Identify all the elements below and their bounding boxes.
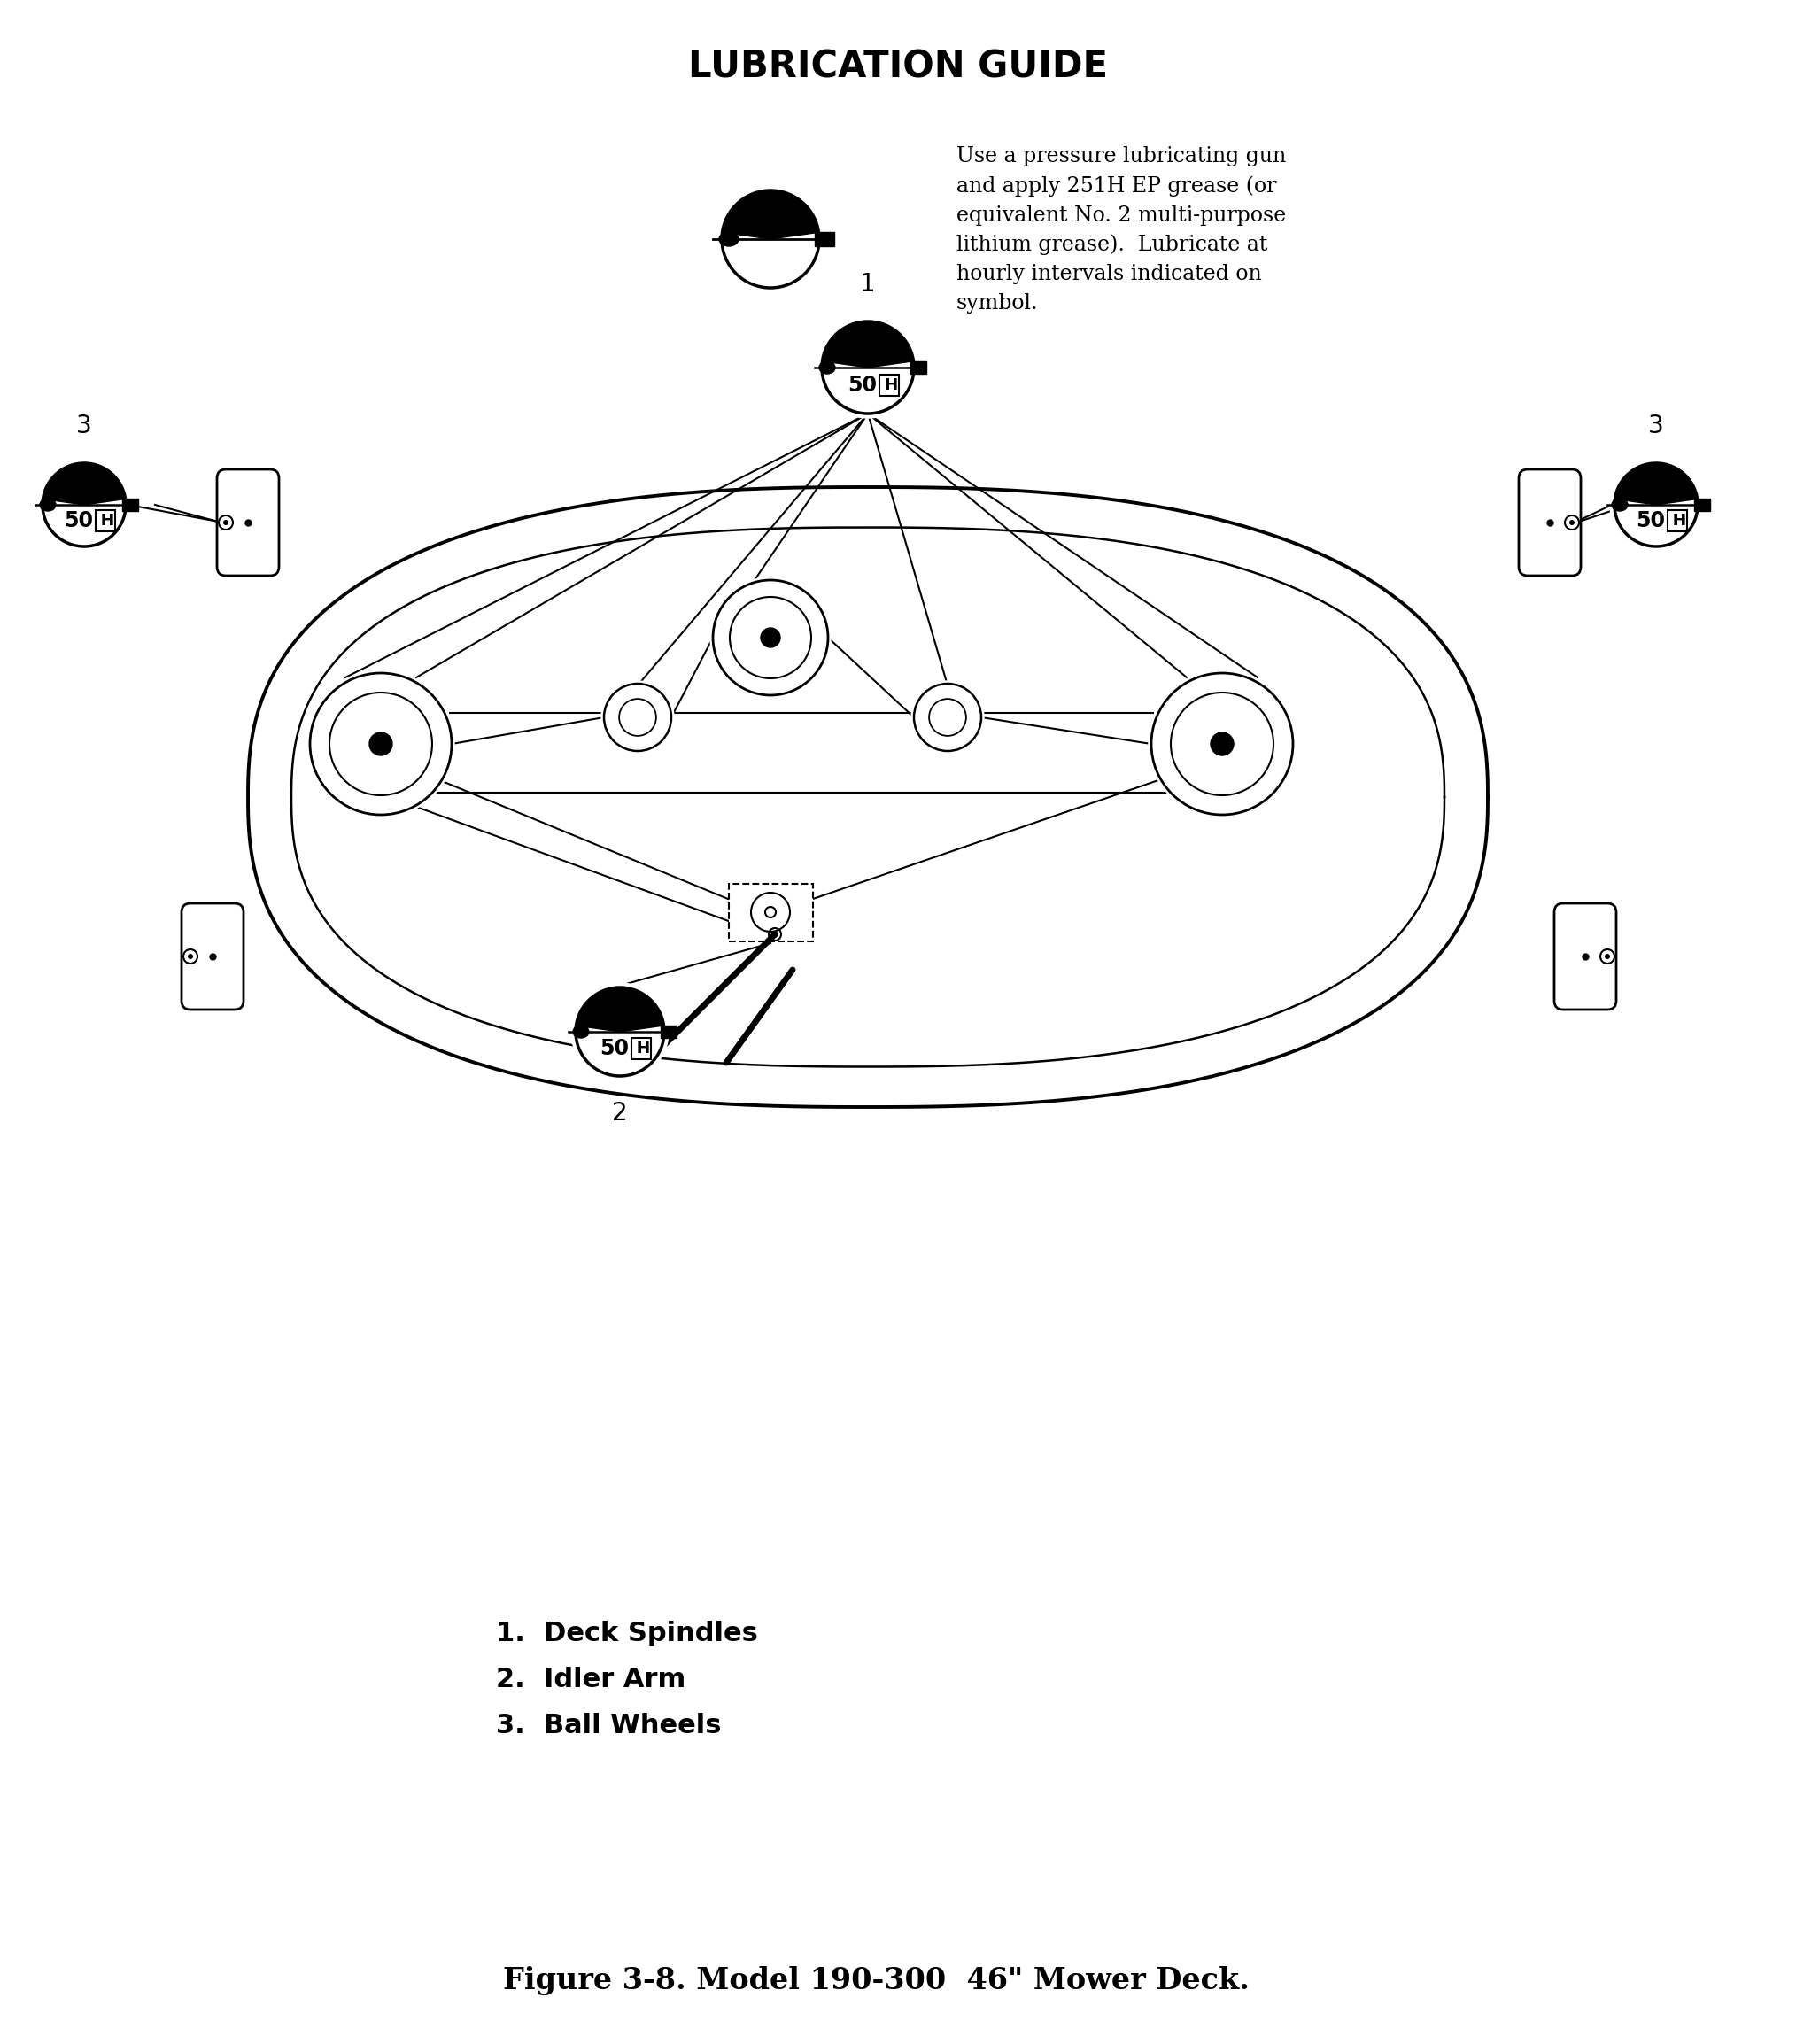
Text: 2.  Idler Arm: 2. Idler Arm <box>496 1666 686 1692</box>
Text: H: H <box>101 513 113 529</box>
Text: 1.  Deck Spindles: 1. Deck Spindles <box>496 1621 758 1645</box>
Circle shape <box>1570 519 1575 525</box>
FancyBboxPatch shape <box>122 499 138 511</box>
Circle shape <box>762 628 779 648</box>
Circle shape <box>709 576 832 697</box>
FancyBboxPatch shape <box>632 1038 650 1059</box>
Text: Use a pressure lubricating gun
and apply 251H EP grease (or
equivalent No. 2 mul: Use a pressure lubricating gun and apply… <box>957 145 1286 313</box>
FancyBboxPatch shape <box>95 511 115 531</box>
FancyBboxPatch shape <box>1668 511 1686 531</box>
Circle shape <box>189 955 192 959</box>
Circle shape <box>718 186 823 292</box>
Circle shape <box>307 670 454 818</box>
FancyBboxPatch shape <box>1554 903 1616 1010</box>
Text: H: H <box>1672 513 1685 529</box>
Text: 50: 50 <box>1636 511 1665 531</box>
Circle shape <box>817 317 918 419</box>
Text: 3.  Ball Wheels: 3. Ball Wheels <box>496 1713 722 1739</box>
Circle shape <box>911 681 984 754</box>
Circle shape <box>765 908 776 918</box>
Circle shape <box>38 458 129 550</box>
Circle shape <box>772 932 778 936</box>
Text: 50: 50 <box>600 1038 629 1059</box>
Text: 3: 3 <box>1649 413 1663 437</box>
Text: H: H <box>636 1040 648 1057</box>
FancyBboxPatch shape <box>1519 470 1580 576</box>
FancyBboxPatch shape <box>880 374 898 397</box>
FancyBboxPatch shape <box>217 470 278 576</box>
FancyBboxPatch shape <box>181 903 244 1010</box>
Text: H: H <box>636 1040 648 1057</box>
Circle shape <box>602 681 674 754</box>
Text: 50: 50 <box>65 511 93 531</box>
Text: H: H <box>884 376 898 392</box>
Ellipse shape <box>819 362 835 374</box>
Ellipse shape <box>718 233 738 245</box>
FancyBboxPatch shape <box>911 362 927 374</box>
FancyBboxPatch shape <box>1519 470 1580 576</box>
Circle shape <box>571 983 668 1081</box>
Ellipse shape <box>40 499 56 511</box>
FancyBboxPatch shape <box>729 883 812 940</box>
FancyBboxPatch shape <box>217 470 278 576</box>
FancyBboxPatch shape <box>815 233 833 245</box>
Text: 2: 2 <box>612 1102 629 1126</box>
Circle shape <box>223 519 228 525</box>
Polygon shape <box>722 190 819 239</box>
Text: 50: 50 <box>848 374 876 397</box>
Circle shape <box>370 732 392 756</box>
Polygon shape <box>823 321 914 368</box>
Text: H: H <box>884 376 898 392</box>
Circle shape <box>1609 458 1703 550</box>
Text: 1: 1 <box>860 272 876 296</box>
Text: 3: 3 <box>75 413 92 437</box>
Circle shape <box>1149 670 1295 818</box>
Text: LUBRICATION GUIDE: LUBRICATION GUIDE <box>688 49 1108 86</box>
Text: Figure 3-8. Model 190-300  46" Mower Deck.: Figure 3-8. Model 190-300 46" Mower Deck… <box>503 1966 1250 1995</box>
Polygon shape <box>1615 464 1697 505</box>
Text: H: H <box>1672 513 1685 529</box>
FancyBboxPatch shape <box>1554 903 1616 1010</box>
FancyBboxPatch shape <box>661 1026 677 1038</box>
Text: H: H <box>101 513 113 529</box>
Circle shape <box>1211 732 1234 756</box>
Polygon shape <box>577 987 665 1032</box>
FancyBboxPatch shape <box>181 903 244 1010</box>
Ellipse shape <box>1611 499 1627 511</box>
Polygon shape <box>43 464 126 505</box>
Ellipse shape <box>573 1026 589 1038</box>
FancyBboxPatch shape <box>1694 499 1710 511</box>
Circle shape <box>1604 955 1609 959</box>
